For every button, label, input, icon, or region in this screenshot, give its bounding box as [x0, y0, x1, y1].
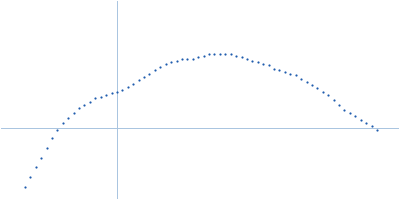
Point [32, 166, 39, 169]
Point [200, 54, 207, 57]
Point [282, 70, 288, 74]
Point [103, 93, 109, 97]
Point [244, 57, 250, 61]
Point [341, 108, 348, 111]
Point [130, 82, 136, 85]
Point [228, 52, 234, 56]
Point [358, 118, 364, 121]
Point [141, 75, 147, 79]
Point [298, 77, 304, 80]
Point [271, 67, 277, 70]
Point [108, 92, 115, 95]
Point [309, 84, 315, 87]
Point [54, 128, 60, 131]
Point [222, 52, 228, 56]
Point [374, 128, 380, 131]
Point [195, 56, 201, 59]
Point [98, 95, 104, 98]
Point [314, 87, 320, 90]
Point [363, 121, 369, 125]
Point [303, 80, 310, 84]
Point [119, 89, 126, 92]
Point [347, 112, 353, 115]
Point [173, 59, 180, 62]
Point [65, 116, 71, 120]
Point [352, 115, 358, 118]
Point [60, 121, 66, 125]
Point [320, 90, 326, 93]
Point [368, 125, 375, 128]
Point [27, 176, 34, 179]
Point [190, 57, 196, 61]
Point [260, 62, 266, 65]
Point [233, 54, 239, 57]
Point [87, 100, 93, 103]
Point [217, 52, 223, 56]
Point [81, 103, 88, 107]
Point [162, 62, 169, 65]
Point [292, 74, 299, 77]
Point [43, 146, 50, 149]
Point [211, 52, 218, 56]
Point [92, 97, 98, 100]
Point [124, 85, 131, 88]
Point [70, 112, 77, 115]
Point [206, 52, 212, 56]
Point [276, 69, 283, 72]
Point [146, 72, 153, 75]
Point [238, 56, 245, 59]
Point [157, 66, 164, 69]
Point [168, 61, 174, 64]
Point [38, 156, 44, 159]
Point [49, 136, 55, 139]
Point [266, 64, 272, 67]
Point [184, 57, 190, 61]
Point [330, 98, 337, 102]
Point [152, 69, 158, 72]
Point [22, 186, 28, 189]
Point [336, 103, 342, 107]
Point [254, 61, 261, 64]
Point [179, 57, 185, 61]
Point [249, 59, 256, 62]
Point [136, 79, 142, 82]
Point [76, 107, 82, 110]
Point [287, 72, 294, 75]
Point [114, 90, 120, 93]
Point [325, 93, 331, 97]
